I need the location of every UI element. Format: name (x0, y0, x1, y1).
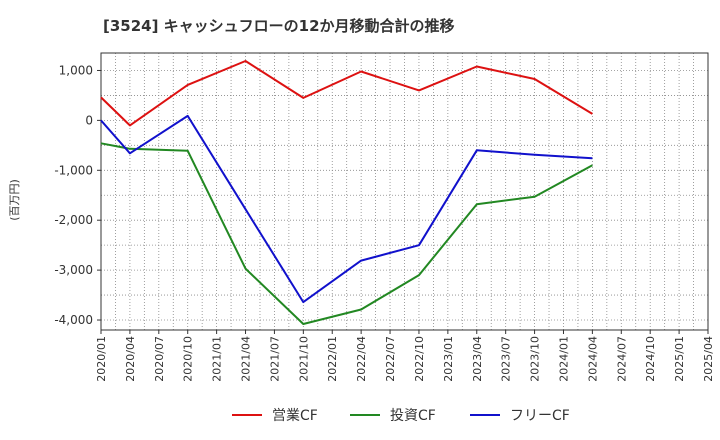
legend-label: 営業CF (272, 408, 318, 424)
y-tick-label: 0 (85, 113, 93, 127)
x-tick-label: 2025/04 (702, 336, 715, 382)
y-tick-label: -2,000 (54, 213, 93, 227)
x-tick-label: 2021/01 (211, 336, 224, 382)
y-axis-ticks: 1,000 0 -1,000 -2,000 -3,000 -4,000 (54, 63, 101, 327)
series-line-0 (100, 60, 593, 127)
x-tick-label: 2024/10 (644, 336, 657, 382)
legend: 営業CF 投資CF フリーCF (232, 408, 570, 424)
x-tick-label: 2022/07 (384, 336, 397, 382)
x-tick-label: 2020/04 (124, 336, 137, 382)
y-tick-label: -1,000 (54, 163, 93, 177)
x-tick-label: 2024/01 (557, 336, 570, 382)
x-axis-ticks: 2020/01 2020/04 2020/07 2020/10 2021/01 2021/… (95, 330, 715, 382)
x-tick-label: 2025/01 (673, 336, 686, 382)
x-tick-label: 2024/04 (586, 336, 599, 382)
x-tick-label: 2023/01 (442, 336, 455, 382)
x-tick-label: 2022/10 (413, 336, 426, 382)
x-tick-label: 2021/04 (240, 336, 253, 382)
x-tick-label: 2022/04 (355, 336, 368, 382)
series (100, 60, 593, 325)
series-line-1 (100, 142, 593, 325)
x-tick-label: 2023/07 (500, 336, 513, 382)
y-tick-label: -3,000 (54, 263, 93, 277)
x-tick-label: 2020/07 (153, 336, 166, 382)
x-tick-label: 2021/07 (268, 336, 281, 382)
x-tick-label: 2024/07 (615, 336, 628, 382)
y-tick-label: 1,000 (59, 63, 93, 77)
legend-label: 投資CF (390, 408, 436, 424)
x-tick-label: 2020/10 (182, 336, 195, 382)
x-tick-label: 2023/10 (529, 336, 542, 382)
y-tick-label: -4,000 (54, 313, 93, 327)
x-tick-label: 2021/10 (297, 336, 310, 382)
x-tick-label: 2023/04 (471, 336, 484, 382)
y-axis-label: (百万円) (8, 179, 21, 221)
series-line-2 (100, 114, 593, 304)
x-tick-label: 2020/01 (95, 336, 108, 382)
plot-frame (100, 52, 709, 331)
x-tick-label: 2022/01 (326, 336, 339, 382)
legend-label: フリーCF (510, 408, 570, 424)
grid (101, 53, 708, 330)
chart-title: [3524] キャッシュフローの12か月移動合計の推移 (103, 17, 455, 35)
